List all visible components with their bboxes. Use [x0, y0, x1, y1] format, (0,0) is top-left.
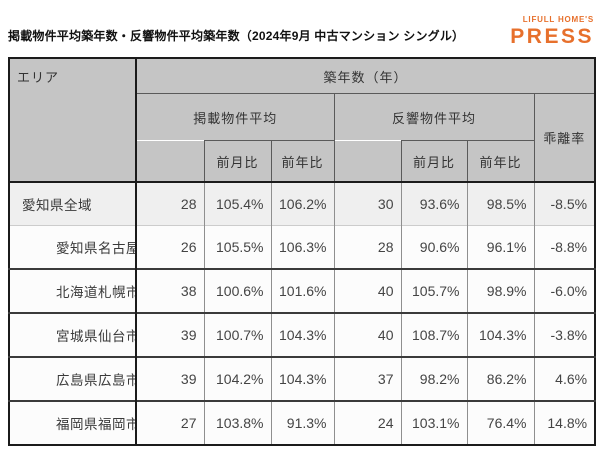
header-listed-mom: 前月比: [203, 140, 272, 183]
area-cell: 宮城県仙台市: [9, 312, 137, 357]
listed-yoy-cell: 104.3%: [270, 312, 334, 357]
table-row-sendai: 宮城県仙台市 39 100.7% 104.3% 40 108.7% 104.3%…: [9, 312, 596, 357]
listed-age-cell: 28: [135, 182, 204, 226]
deviation-cell: -6.0%: [533, 268, 596, 313]
header-row-3: 前月比 前年比 前月比 前年比: [9, 140, 595, 183]
listed-age-cell: 26: [135, 225, 204, 269]
response-age-cell: 37: [333, 356, 401, 401]
response-mom-cell: 105.7%: [400, 268, 467, 313]
listed-yoy-cell: 104.3%: [270, 356, 334, 401]
table-row-hiroshima: 広島県広島市 39 104.2% 104.3% 37 98.2% 86.2% 4…: [9, 356, 596, 401]
deviation-cell: 14.8%: [533, 400, 596, 445]
response-yoy-cell: 76.4%: [466, 400, 534, 445]
listed-yoy-cell: 106.2%: [270, 182, 334, 226]
response-yoy-cell: 98.5%: [466, 182, 534, 226]
listed-yoy-cell: 91.3%: [270, 400, 334, 445]
area-cell: 愛知県名古屋市: [9, 225, 137, 269]
header-row-2: 掲載物件平均 反響物件平均 乖離率: [9, 93, 596, 183]
header-area: エリア: [9, 58, 137, 183]
response-age-cell: 28: [333, 225, 401, 269]
response-age-cell: 24: [333, 400, 401, 445]
listed-mom-cell: 104.2%: [203, 356, 271, 401]
response-mom-cell: 90.6%: [400, 225, 467, 269]
listed-age-cell: 39: [135, 356, 204, 401]
response-mom-cell: 108.7%: [400, 312, 467, 357]
listed-mom-cell: 105.5%: [203, 225, 271, 269]
area-cell: 北海道札幌市: [9, 268, 137, 313]
logo-press-text: PRESS: [510, 25, 594, 48]
response-mom-cell: 103.1%: [400, 400, 467, 445]
response-yoy-cell: 86.2%: [466, 356, 534, 401]
listed-mom-cell: 100.7%: [203, 312, 271, 357]
header-response-average: 反響物件平均: [334, 93, 535, 141]
response-yoy-cell: 98.9%: [466, 268, 534, 313]
header-listed-yoy: 前年比: [270, 140, 335, 183]
deviation-cell: -3.8%: [533, 312, 596, 357]
response-mom-cell: 98.2%: [400, 356, 467, 401]
listed-yoy-cell: 106.3%: [270, 225, 334, 269]
response-mom-cell: 93.6%: [400, 182, 467, 226]
area-cell: 愛知県全域: [9, 182, 137, 226]
area-cell: 福岡県福岡市: [9, 400, 137, 445]
listed-age-cell: 38: [135, 268, 204, 313]
listed-yoy-cell: 101.6%: [270, 268, 334, 313]
area-cell: 広島県広島市: [9, 356, 137, 401]
header-response-yoy: 前年比: [466, 140, 535, 183]
deviation-cell: -8.8%: [533, 225, 596, 269]
deviation-cell: 4.6%: [533, 356, 596, 401]
listed-mom-cell: 100.6%: [203, 268, 271, 313]
listed-age-cell: 39: [135, 312, 204, 357]
response-yoy-cell: 104.3%: [466, 312, 534, 357]
header-row-1: エリア 築年数（年）: [9, 58, 596, 183]
lifull-homes-press-logo: LIFULL HOME'S PRESS: [510, 15, 594, 48]
header-age-years: 築年数（年）: [136, 58, 596, 94]
table-row-fukuoka: 福岡県福岡市 27 103.8% 91.3% 24 103.1% 76.4% 1…: [9, 400, 596, 445]
header-response-value-spacer: [333, 140, 402, 183]
header-listed-average: 掲載物件平均: [136, 93, 335, 141]
listed-mom-cell: 105.4%: [203, 182, 271, 226]
table-row-aichi-all: 愛知県全域 28 105.4% 106.2% 30 93.6% 98.5% -8…: [9, 182, 596, 226]
response-age-cell: 30: [333, 182, 401, 226]
table-row-nagoya: 愛知県名古屋市 26 105.5% 106.3% 28 90.6% 96.1% …: [9, 225, 596, 269]
data-table: エリア 築年数（年） 掲載物件平均 反響物件平均 乖離率 前月比 前年比 前月比…: [8, 57, 597, 446]
response-yoy-cell: 96.1%: [466, 225, 534, 269]
listed-mom-cell: 103.8%: [203, 400, 271, 445]
listed-age-cell: 27: [135, 400, 204, 445]
deviation-cell: -8.5%: [533, 182, 596, 226]
header-listed-value-spacer: [136, 140, 205, 183]
logo-lifull-homes-text: LIFULL HOME'S: [522, 15, 594, 24]
response-age-cell: 40: [333, 312, 401, 357]
page-title: 掲載物件平均築年数・反響物件平均築年数（2024年9月 中古マンション シングル…: [8, 29, 465, 43]
table-row-sapporo: 北海道札幌市 38 100.6% 101.6% 40 105.7% 98.9% …: [9, 268, 596, 313]
response-age-cell: 40: [333, 268, 401, 313]
header-response-mom: 前月比: [400, 140, 468, 183]
header-deviation-rate: 乖離率: [533, 93, 596, 183]
